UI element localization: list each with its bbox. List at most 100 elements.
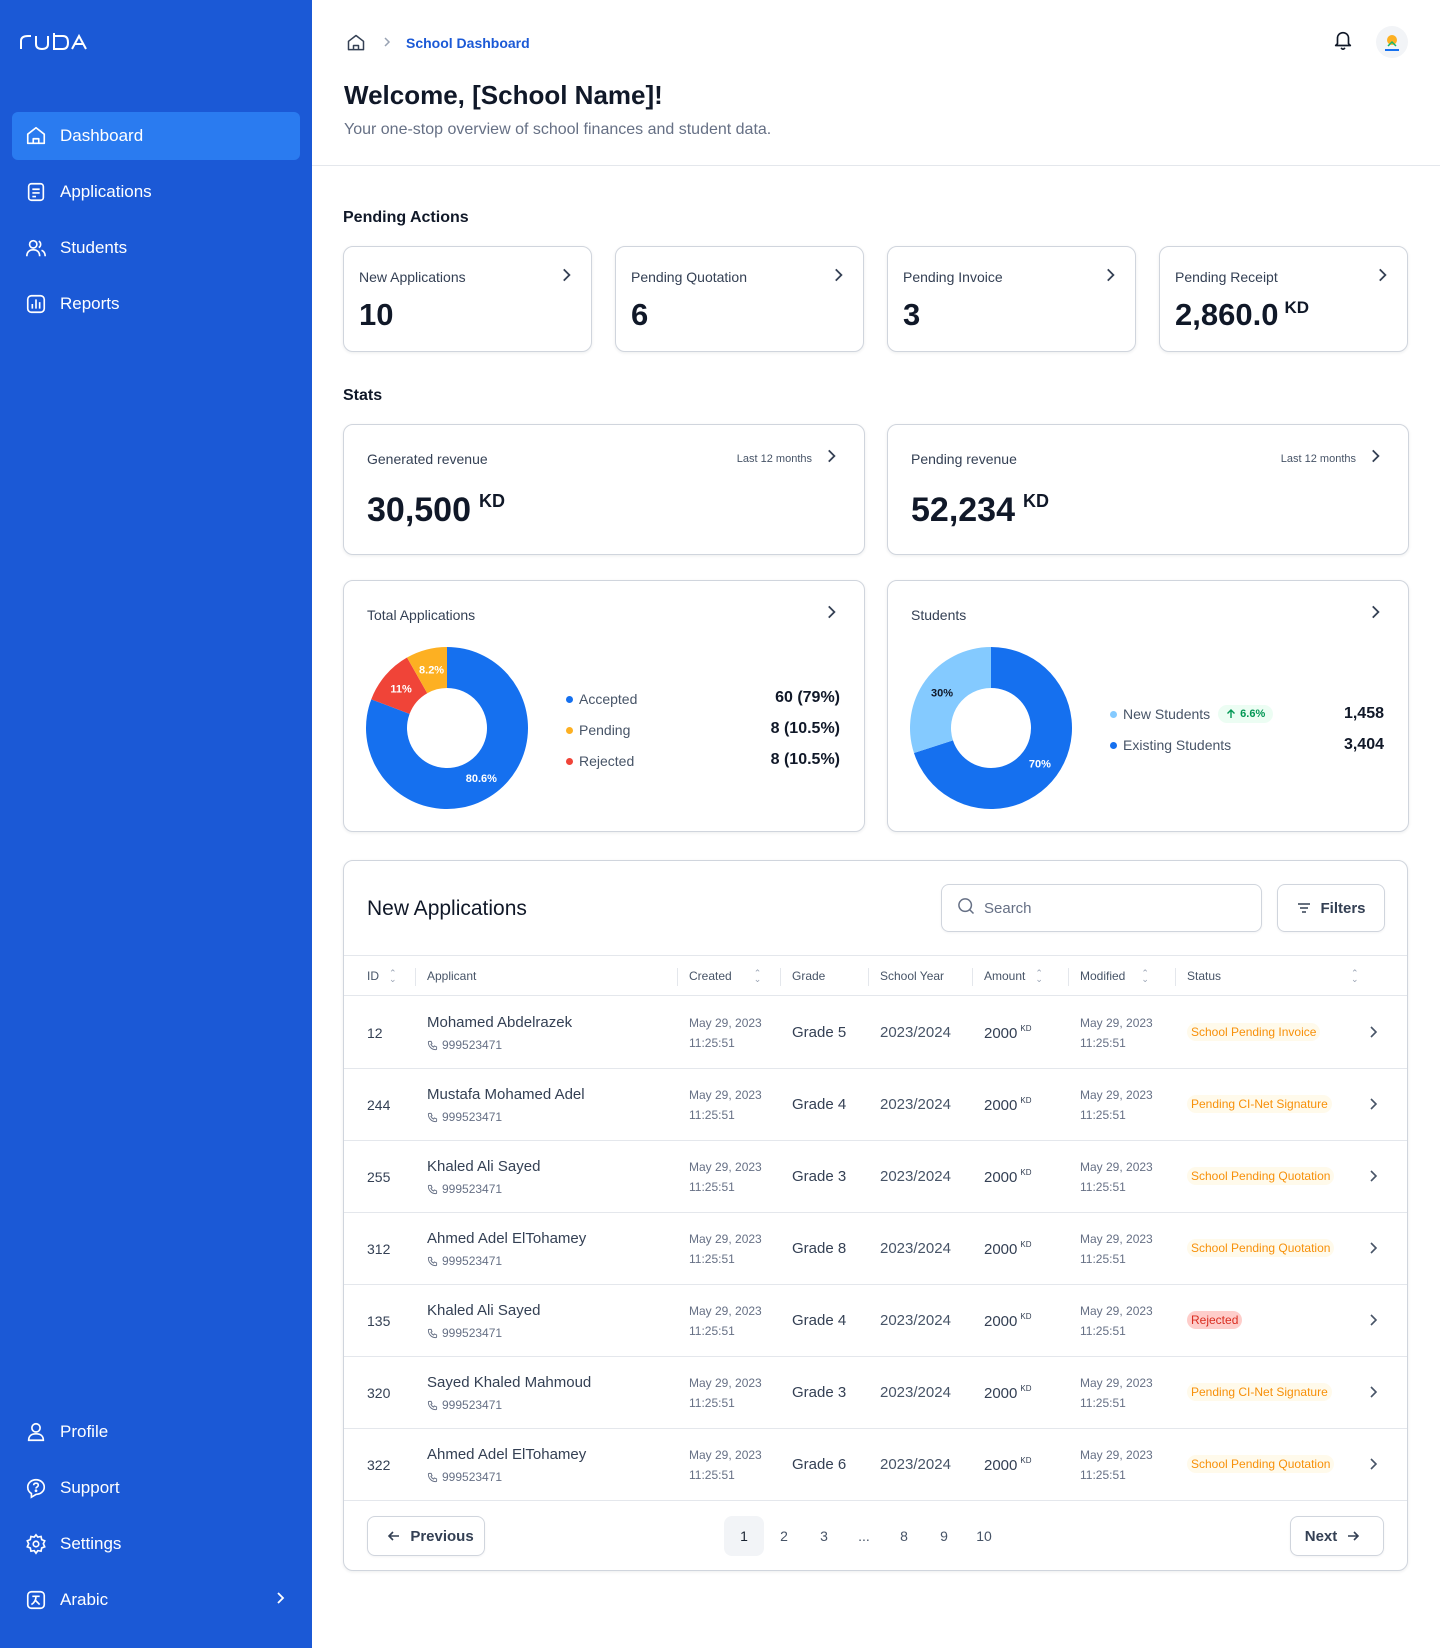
chevron-right-icon[interactable] <box>829 266 847 289</box>
cell-id: 312 <box>367 1241 391 1257</box>
status-badge: Pending CI-Net Signature <box>1187 1383 1332 1401</box>
search-input[interactable] <box>984 899 1234 917</box>
sidebar-item-profile[interactable]: Profile <box>12 1408 300 1456</box>
table-header: ID ⌃ ⌄ Applicant Created ⌃ ⌄ Grade School Ye… <box>344 955 1407 996</box>
column-header-id[interactable]: ID ⌃ ⌄ <box>367 968 397 984</box>
page-number[interactable]: 10 <box>976 1528 992 1544</box>
legend-label: Pending <box>579 722 631 738</box>
cell-grade: Grade 6 <box>792 1456 847 1473</box>
page-number[interactable]: 8 <box>900 1528 908 1544</box>
sidebar-item-label: Settings <box>60 1534 122 1553</box>
chevron-right-icon[interactable] <box>1365 1167 1381 1188</box>
column-header-amount[interactable]: Amount ⌃ ⌄ <box>984 968 1043 984</box>
cell-grade: Grade 5 <box>792 1024 847 1041</box>
cell-modified-date: May 29, 2023 <box>1080 1448 1153 1462</box>
cell-modified-date: May 29, 2023 <box>1080 1376 1153 1390</box>
chevron-right-icon[interactable] <box>1365 1383 1381 1404</box>
column-header-grade[interactable]: Grade <box>792 969 826 983</box>
cell-amount: 2000 KD <box>984 1168 1032 1186</box>
cell-applicant-name: Mustafa Mohamed Adel <box>427 1086 585 1103</box>
legend-dot <box>1110 710 1117 718</box>
new-applications-table-card: New Applications Filters ID⌃⌄ Applicant … <box>343 860 1408 1571</box>
table-row[interactable]: 322 Ahmed Adel ElTohamey 999523471 May 29, … <box>344 1429 1407 1501</box>
pending-card-receipt[interactable]: Pending Receipt 2,860.0 KD <box>1159 246 1408 352</box>
sidebar-item-applications[interactable]: Applications <box>12 168 300 216</box>
page-number[interactable]: 1 <box>724 1516 764 1556</box>
table-row[interactable]: 135 Khaled Ali Sayed 999523471 May 29, 2023… <box>344 1285 1407 1357</box>
sidebar-item-language[interactable]: Arabic <box>12 1576 300 1624</box>
column-header-status[interactable]: Status ⌃ ⌄ <box>1187 968 1359 984</box>
chevron-right-icon[interactable] <box>1101 266 1119 289</box>
page-number[interactable]: 9 <box>940 1528 948 1544</box>
cell-created-date: May 29, 2023 <box>689 1304 762 1318</box>
page-number[interactable]: 3 <box>820 1528 828 1544</box>
chevron-right-icon[interactable] <box>1365 1239 1381 1260</box>
sidebar-item-reports[interactable]: Reports <box>12 280 300 328</box>
chevron-right-icon[interactable] <box>1373 266 1391 289</box>
next-button[interactable]: Next <box>1290 1516 1384 1556</box>
pending-card-invoice[interactable]: Pending Invoice 3 <box>887 246 1136 352</box>
chevron-right-icon[interactable] <box>1365 1023 1381 1044</box>
pending-card-new-applications[interactable]: New Applications 10 <box>343 246 592 352</box>
bell-icon[interactable] <box>1332 28 1354 57</box>
search-box[interactable] <box>941 884 1262 932</box>
sidebar-item-support[interactable]: Support <box>12 1464 300 1512</box>
column-header-created[interactable]: Created ⌃ ⌄ <box>689 968 762 984</box>
phone-icon <box>427 1184 438 1195</box>
chevron-right-icon[interactable] <box>822 603 840 626</box>
table-row[interactable]: 255 Khaled Ali Sayed 999523471 May 29, 2023… <box>344 1141 1407 1213</box>
legend-value: 3,404 <box>1343 736 1384 753</box>
filters-button[interactable]: Filters <box>1277 884 1385 932</box>
user-icon <box>24 1420 48 1444</box>
table-title: New Applications <box>367 897 527 920</box>
currency-unit: KD <box>1020 1024 1032 1033</box>
card-value: 3 <box>903 297 921 332</box>
chevron-right-icon[interactable] <box>822 447 840 470</box>
phone-icon <box>427 1472 438 1483</box>
sidebar-item-settings[interactable]: Settings <box>12 1520 300 1568</box>
chevron-right-icon[interactable] <box>1365 1311 1381 1332</box>
divider <box>312 165 1440 166</box>
legend-label: Accepted <box>579 691 638 707</box>
sidebar-item-dashboard[interactable]: Dashboard <box>12 112 300 160</box>
cell-modified-time: 11:25:51 <box>1080 1396 1126 1410</box>
card-value: 6 <box>631 297 649 332</box>
sidebar-item-students[interactable]: Students <box>12 224 300 272</box>
range-label[interactable]: Last 12 months <box>1280 453 1356 465</box>
previous-button[interactable]: Previous <box>367 1516 485 1556</box>
home-icon[interactable] <box>344 31 368 55</box>
cell-created-time: 11:25:51 <box>689 1468 735 1482</box>
total-applications-card[interactable]: Total Applications 80.6% 11% 8.2% Accepted… <box>343 580 865 832</box>
generated-revenue-card[interactable]: Generated revenue Last 12 months 30,500 K… <box>343 424 865 555</box>
table-row[interactable]: 244 Mustafa Mohamed Adel 999523471 May 29, … <box>344 1069 1407 1141</box>
chevron-right-icon[interactable] <box>1365 1455 1381 1476</box>
legend-item-accepted: Accepted <box>566 691 637 707</box>
chevron-right-icon[interactable] <box>1366 447 1384 470</box>
cell-school-year: 2023/2024 <box>880 1384 951 1401</box>
cell-school-year: 2023/2024 <box>880 1312 951 1329</box>
students-card[interactable]: Students 70% 30% New Students 6.6% 1,458 … <box>887 580 1409 832</box>
cell-applicant-name: Sayed Khaled Mahmoud <box>427 1374 592 1391</box>
status-badge: School Pending Quotation <box>1187 1455 1335 1473</box>
chevron-right-icon[interactable] <box>1366 603 1384 626</box>
breadcrumb[interactable]: School Dashboard <box>406 35 530 51</box>
legend-item-existing-students: Existing Students <box>1110 737 1231 753</box>
column-header-modified[interactable]: Modified ⌃ ⌄ <box>1080 968 1149 984</box>
table-row[interactable]: 320 Sayed Khaled Mahmoud 999523471 May 29, … <box>344 1357 1407 1429</box>
pending-revenue-card[interactable]: Pending revenue Last 12 months 52,234 KD <box>887 424 1409 555</box>
table-row[interactable]: 312 Ahmed Adel ElTohamey 999523471 May 29, … <box>344 1213 1407 1285</box>
column-header-school-year[interactable]: School Year <box>880 969 945 983</box>
chevron-right-icon[interactable] <box>557 266 575 289</box>
cell-modified-date: May 29, 2023 <box>1080 1016 1153 1030</box>
table-row[interactable]: 12 Mohamed Abdelrazek 999523471 May 29, 202… <box>344 997 1407 1069</box>
pending-card-quotation[interactable]: Pending Quotation 6 <box>615 246 864 352</box>
legend-label: Existing Students <box>1123 737 1232 753</box>
chevron-right-icon[interactable] <box>1365 1095 1381 1116</box>
logo[interactable] <box>19 30 89 60</box>
legend-item-rejected: Rejected <box>566 753 634 769</box>
range-label[interactable]: Last 12 months <box>736 453 812 465</box>
avatar[interactable] <box>1376 26 1408 58</box>
status-badge: School Pending Quotation <box>1187 1239 1335 1257</box>
page-number[interactable]: 2 <box>780 1528 788 1544</box>
column-header-applicant[interactable]: Applicant <box>427 969 477 983</box>
